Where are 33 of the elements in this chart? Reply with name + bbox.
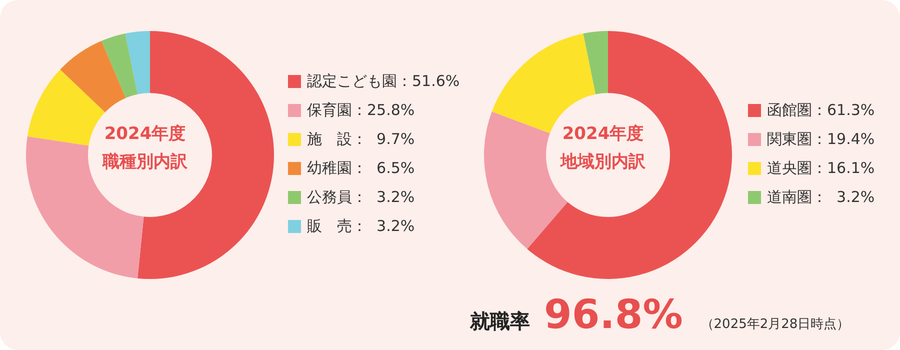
legend-label: 販 売 [307,216,352,236]
donut-slice [60,40,126,112]
data-label: ：16.1% [812,158,875,178]
donut-slice [125,31,150,94]
text: （2025年2月28日時点） [700,316,850,333]
text: 職種別内訳 [101,151,188,174]
legend-label: 道央圏 [767,158,812,178]
donut-slice [27,70,106,146]
data-label: ：51.6% [397,72,460,90]
donut-slice [583,31,608,94]
donut-slice [527,31,732,279]
legend-label: 道南圏 [767,188,812,206]
legend-label: 保育園 [307,100,352,120]
data-label: ： 6.5% [352,158,415,178]
data-label: ： 3.2% [812,188,875,206]
legend-label: 関東圏 [767,130,812,148]
data-label: ： 3.2% [352,216,415,236]
text: 2024年度 [103,123,187,146]
legend-label: 施 設 [307,130,352,148]
data-label: ：19.4% [812,130,875,148]
data-label: ： 3.2% [352,188,415,206]
legend-label: 認定こども園 [307,72,397,90]
legend-label: 公務員 [307,188,352,206]
text: 96.8% [544,292,683,338]
data-label: ：61.3% [812,100,875,120]
data-label: ： 9.7% [352,130,415,148]
donut-slice [101,34,138,98]
data-label: ：25.8% [352,100,415,120]
text: 地域別内訳 [559,151,646,174]
legend-label: 函館圏 [767,100,812,120]
text: 就職率 [470,308,530,335]
legend-label: 幼稚園 [307,158,352,178]
text: 2024年度 [561,123,645,146]
